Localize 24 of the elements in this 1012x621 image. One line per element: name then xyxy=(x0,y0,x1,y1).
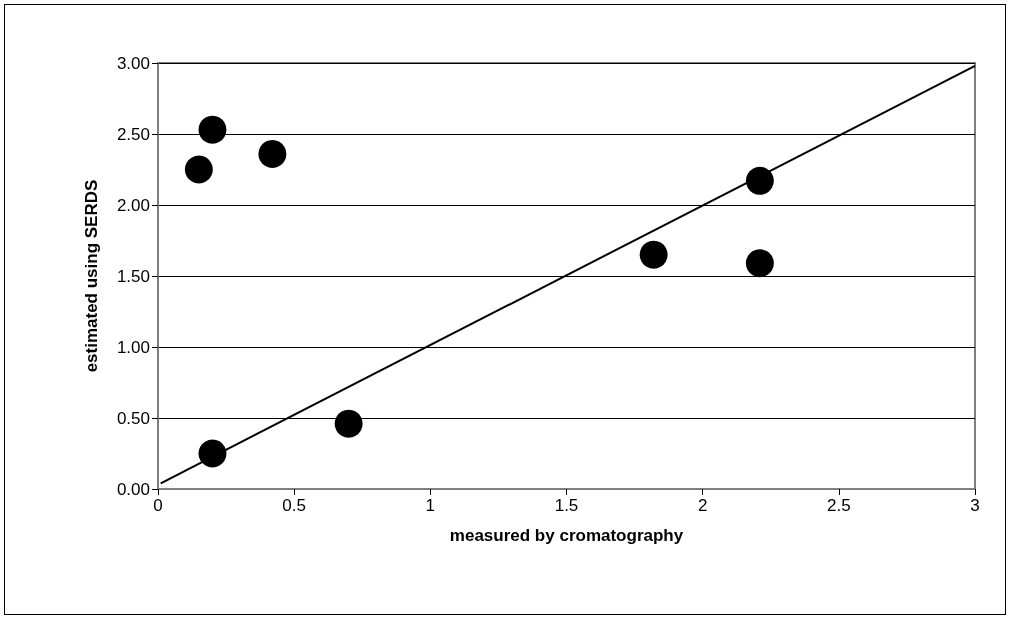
x-axis-title: measured by cromatography xyxy=(449,526,684,545)
y-tick-label: 3.00 xyxy=(116,53,150,73)
point xyxy=(639,240,668,269)
x-tick-label: 3 xyxy=(970,496,980,515)
x-tick-label: 1 xyxy=(425,496,436,515)
point xyxy=(198,439,227,468)
y-tick-label: 1.50 xyxy=(116,266,150,286)
y-tick-label: 0.00 xyxy=(116,479,150,499)
y-tick-label: 2.00 xyxy=(116,195,150,215)
x-tick-label: 1.5 xyxy=(554,496,579,515)
x-tick-label: 0 xyxy=(153,496,163,515)
point xyxy=(258,139,287,168)
point xyxy=(198,115,227,144)
x-tick-label: 0.5 xyxy=(282,496,306,515)
y-axis-title: estimated using SERDS xyxy=(82,179,101,373)
x-tick-label: 2.5 xyxy=(827,496,851,515)
y-tick-label: 2.50 xyxy=(116,124,150,144)
point xyxy=(745,249,774,278)
x-tick-label: 2 xyxy=(697,496,708,515)
point xyxy=(334,409,363,438)
point xyxy=(184,155,213,184)
y-tick-label: 1.00 xyxy=(116,337,150,357)
y-tick-label: 0.50 xyxy=(116,408,150,428)
point xyxy=(745,166,774,195)
